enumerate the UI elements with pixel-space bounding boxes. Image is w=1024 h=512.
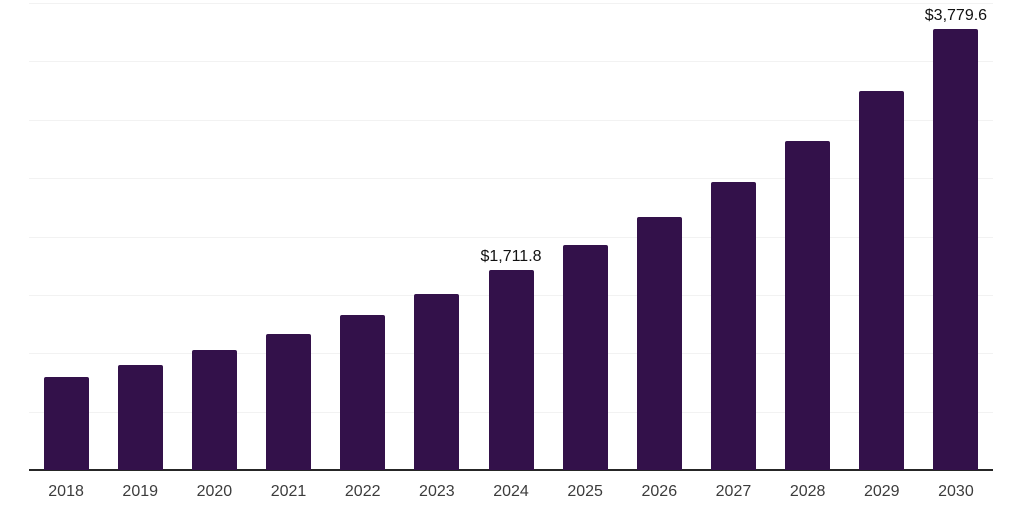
x-tick-label: 2020	[196, 483, 233, 500]
x-tick-label: 2023	[419, 483, 455, 500]
x-tick-label: 2019	[122, 483, 159, 500]
x-tick-label: 2025	[567, 483, 603, 500]
x-tick-label: 2027	[715, 483, 752, 500]
bar-value-label: $1,711.8	[480, 248, 542, 266]
bar-2021	[266, 333, 312, 470]
bar-2019	[117, 364, 163, 470]
x-tick-label: 2029	[863, 483, 900, 500]
x-tick-label: 2030	[938, 483, 974, 500]
bar-2030	[933, 28, 979, 470]
bar-2024	[488, 270, 534, 470]
bar-2018	[43, 377, 89, 470]
gridline	[29, 61, 993, 63]
bar-2023	[414, 294, 460, 470]
x-axis-line	[29, 469, 993, 471]
bar-2022	[340, 315, 386, 470]
gridline	[29, 3, 993, 4]
x-tick-label: 2022	[344, 483, 381, 500]
x-tick-label: 2028	[789, 483, 826, 500]
gridline	[29, 236, 993, 238]
bar-2029	[859, 91, 905, 470]
bar-2026	[636, 217, 682, 470]
x-tick-label: 2021	[270, 483, 307, 500]
bar-2020	[191, 350, 237, 470]
bar-2028	[785, 140, 831, 470]
x-tick-label: 2024	[493, 483, 529, 500]
gridline	[29, 119, 993, 121]
bar-2025	[562, 245, 608, 470]
gridline	[29, 178, 993, 180]
bar-value-label: $3,779.6	[924, 6, 988, 24]
x-tick-label: 2026	[641, 483, 678, 500]
x-tick-label: 2018	[48, 483, 84, 500]
bar-2027	[710, 182, 756, 470]
